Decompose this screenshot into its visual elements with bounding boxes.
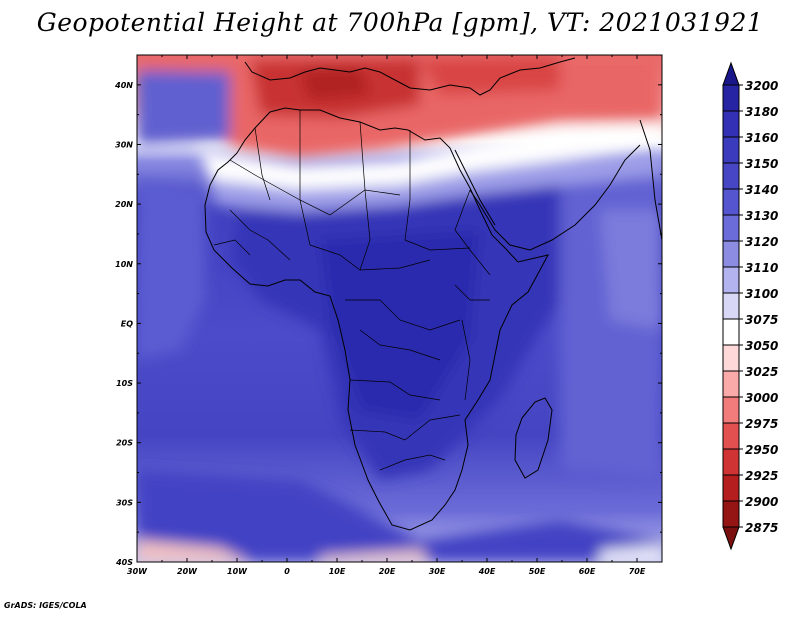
lon-tick-label: 10W <box>227 567 248 576</box>
lat-tick-label: 20S <box>116 439 133 448</box>
colorbar-box <box>722 188 740 216</box>
lon-tick-label: 70E <box>629 567 646 576</box>
red-sea-coastline <box>454 149 496 226</box>
colorbar-label: 2975 <box>745 417 778 431</box>
colorbar-label: 2900 <box>745 495 778 509</box>
map-title: Geopotential Height at 700hPa [gpm], VT:… <box>36 8 764 37</box>
africa-coastline <box>204 107 549 531</box>
height-field <box>137 55 662 562</box>
colorbar-box <box>722 448 740 476</box>
madagascar-coastline <box>514 397 553 479</box>
colorbar-label: 3120 <box>745 235 778 249</box>
lon-tick-label: 60E <box>579 567 596 576</box>
colorbar-label: 3000 <box>745 391 778 405</box>
colorbar-bottom-arrow <box>722 526 740 551</box>
colorbar-box <box>722 422 740 450</box>
colorbar-label: 3110 <box>745 261 778 275</box>
lat-tick-label: 10N <box>115 260 133 269</box>
colorbar-label: 3180 <box>745 105 778 119</box>
arabia-coastline <box>469 144 641 251</box>
colorbar-box <box>722 162 740 190</box>
colorbar-label: 3160 <box>745 131 778 145</box>
colorbar-box <box>722 136 740 164</box>
lat-tick-label: 30S <box>116 498 133 507</box>
europe-coastline <box>244 57 576 96</box>
lon-tick-label: 40E <box>478 567 496 576</box>
lon-tick-label: 20W <box>177 567 198 576</box>
lon-tick-label: 0 <box>284 567 290 576</box>
colorbar-label: 2950 <box>745 443 778 457</box>
colorbar-box <box>722 214 740 242</box>
colorbar-box <box>722 500 740 528</box>
colorbar-box <box>722 370 740 398</box>
colorbar-box <box>722 266 740 294</box>
grads-credit: GrADS: IGES/COLA <box>4 601 87 610</box>
colorbar-box <box>722 240 740 268</box>
colorbar-box <box>722 292 740 320</box>
colorbar-box <box>722 318 740 346</box>
colorbar-label: 3025 <box>745 365 778 379</box>
colorbar-box <box>722 344 740 372</box>
colorbar-label: 2925 <box>745 469 778 483</box>
lat-tick-label: 40N <box>114 81 133 90</box>
lon-tick-label: 30E <box>429 567 446 576</box>
lat-tick-label: 40S <box>115 558 133 567</box>
colorbar: 3200 3180 3160 3150 3140 3130 3120 3110 3100 3075… <box>722 61 778 551</box>
lat-tick-label: EQ <box>121 319 133 328</box>
colorbar-box <box>722 474 740 502</box>
lon-tick-label: 30W <box>127 567 148 576</box>
lat-tick-label: 30N <box>115 140 133 149</box>
colorbar-label: 3100 <box>745 287 778 301</box>
colorbar-label: 3075 <box>745 313 778 327</box>
colorbar-label: 3050 <box>745 339 778 353</box>
field-contours <box>137 55 662 562</box>
colorbar-label: 3150 <box>745 157 778 171</box>
lon-tick-label: 50E <box>529 567 546 576</box>
india-coastline <box>639 119 662 241</box>
colorbar-label: 2875 <box>745 521 778 535</box>
colorbar-box <box>722 84 740 112</box>
lat-tick-label: 20N <box>115 200 133 209</box>
lon-tick-label: 20E <box>379 567 396 576</box>
colorbar-box <box>722 396 740 424</box>
coastlines <box>204 57 662 531</box>
colorbar-box <box>722 110 740 138</box>
latitude-axis: 40N 30N 20N 10N EQ 10S 20S 30S 40S <box>114 54 662 567</box>
colorbar-top-arrow <box>722 61 740 86</box>
lon-tick-label: 10E <box>329 567 346 576</box>
lat-tick-label: 10S <box>116 379 133 388</box>
map-frame <box>136 54 663 563</box>
longitude-axis: 30W 20W 10W 0 10E 20E 30E 40E 50E 60E 70E <box>127 55 663 576</box>
colorbar-label: 3200 <box>745 79 778 93</box>
colorbar-label: 3140 <box>745 183 778 197</box>
country-borders <box>213 110 491 471</box>
colorbar-label: 3130 <box>745 209 778 223</box>
